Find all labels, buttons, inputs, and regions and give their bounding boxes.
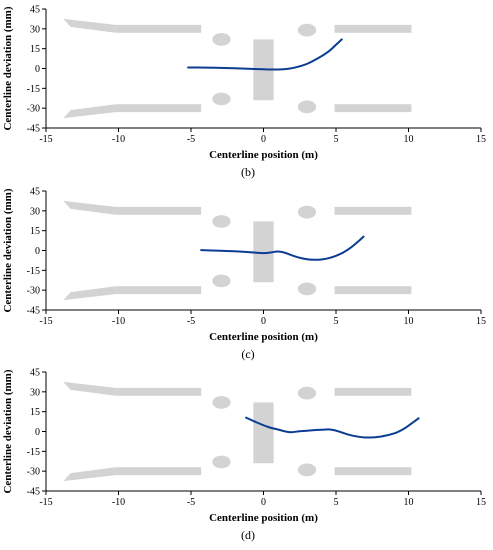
y-tick-label: -15 <box>27 84 40 95</box>
center-block <box>253 221 274 283</box>
track-schematic <box>63 18 412 119</box>
y-tick-label: -30 <box>27 467 40 478</box>
x-tick-label: -5 <box>187 316 195 327</box>
y-tick-label: -15 <box>27 266 40 277</box>
rail-left-top <box>115 206 202 215</box>
y-tick-label: 45 <box>30 368 40 379</box>
x-axis-label: Centerline position (m) <box>209 331 318 343</box>
circle-right-bottom <box>297 463 317 477</box>
x-axis-label: Centerline position (m) <box>209 512 318 524</box>
deviation-line <box>200 235 365 261</box>
y-tick-label: 30 <box>30 24 40 35</box>
deviation-line <box>187 38 343 71</box>
rail-left-bottom-angled <box>63 467 116 482</box>
y-tick-label: 45 <box>30 187 40 198</box>
y-tick-label: 15 <box>30 226 40 237</box>
x-tick-label: 15 <box>476 134 486 145</box>
circle-right-top <box>297 23 317 37</box>
rail-left-bottom <box>115 104 202 113</box>
rail-left-top <box>115 387 202 396</box>
x-tick-label: -10 <box>112 316 125 327</box>
deviation-line <box>245 416 420 439</box>
x-tick-label: -15 <box>39 134 52 145</box>
circle-left-bottom <box>212 455 231 469</box>
x-tick-label: 15 <box>476 497 486 508</box>
track-schematic <box>63 381 412 482</box>
x-tick-label: 0 <box>261 134 266 145</box>
x-tick-label: -10 <box>112 134 125 145</box>
circle-left-top <box>212 33 231 46</box>
y-tick-label: 30 <box>30 206 40 217</box>
center-block <box>253 402 274 464</box>
y-tick-label: 15 <box>30 44 40 55</box>
rail-left-top <box>115 24 202 33</box>
y-tick-label: -30 <box>27 104 40 115</box>
rail-left-bottom <box>115 467 202 476</box>
y-tick-label: -30 <box>27 286 40 297</box>
y-axis-label: Centerline deviation (mm) <box>2 6 14 130</box>
x-tick-label: -10 <box>112 497 125 508</box>
chart-panel-2: -15 -10 -5 0 5 10 15 -45 -30 -15 0 15 30 45 Centerline… <box>2 187 486 362</box>
x-tick-label: -5 <box>187 134 195 145</box>
rail-left-bottom-angled <box>63 286 116 301</box>
x-tick-label: 10 <box>404 316 414 327</box>
track-schematic <box>63 200 412 301</box>
circle-left-bottom <box>212 274 231 288</box>
rail-right-top <box>334 387 412 396</box>
x-tick-label: -15 <box>39 316 52 327</box>
circle-right-top <box>297 205 317 219</box>
y-tick-label: 15 <box>30 407 40 418</box>
x-tick-label: 5 <box>334 497 339 508</box>
y-tick-label: 30 <box>30 387 40 398</box>
x-axis-label: Centerline position (m) <box>209 149 318 161</box>
circle-left-top <box>212 215 231 228</box>
circle-right-top <box>297 386 317 400</box>
rail-right-top <box>334 206 412 215</box>
chart-panel-1: -15 -10 -5 0 5 10 15 -45 -30 -15 0 15 30 45 Centerline… <box>2 5 486 180</box>
rail-left-bottom-angled <box>63 104 116 119</box>
chart-panel-3: -15 -10 -5 0 5 10 15 -45 -30 -15 0 15 30 45 Centerline… <box>2 368 486 543</box>
panel-label: (d) <box>241 528 255 542</box>
rail-right-bottom <box>334 286 412 295</box>
rail-left-top-angled <box>63 200 116 215</box>
x-tick-label: 5 <box>334 134 339 145</box>
y-tick-label: 0 <box>35 246 40 257</box>
y-tick-label: -45 <box>27 306 40 317</box>
y-tick-label: 0 <box>35 64 40 75</box>
x-tick-label: -5 <box>187 497 195 508</box>
rail-left-top-angled <box>63 18 116 33</box>
y-tick-label: 45 <box>30 5 40 16</box>
x-tick-label: -15 <box>39 497 52 508</box>
rail-left-top-angled <box>63 381 116 396</box>
y-axis-label: Centerline deviation (mm) <box>2 369 14 493</box>
y-tick-label: -45 <box>27 124 40 135</box>
rail-right-bottom <box>334 104 412 113</box>
y-tick-label: -45 <box>27 487 40 498</box>
y-tick-label: -15 <box>27 447 40 458</box>
x-tick-label: 0 <box>261 316 266 327</box>
circle-right-bottom <box>297 100 317 114</box>
circle-left-top <box>212 396 231 409</box>
x-tick-label: 10 <box>404 134 414 145</box>
x-tick-label: 5 <box>334 316 339 327</box>
y-axis-label: Centerline deviation (mm) <box>2 188 14 312</box>
y-tick-label: 0 <box>35 427 40 438</box>
rail-left-bottom <box>115 286 202 295</box>
rail-right-top <box>334 24 412 33</box>
circle-right-bottom <box>297 282 317 296</box>
panel-label: (b) <box>241 165 255 179</box>
x-tick-label: 15 <box>476 316 486 327</box>
rail-right-bottom <box>334 467 412 476</box>
x-tick-label: 0 <box>261 497 266 508</box>
circle-left-bottom <box>212 92 231 106</box>
panel-label: (c) <box>241 347 254 361</box>
x-tick-label: 10 <box>404 497 414 508</box>
